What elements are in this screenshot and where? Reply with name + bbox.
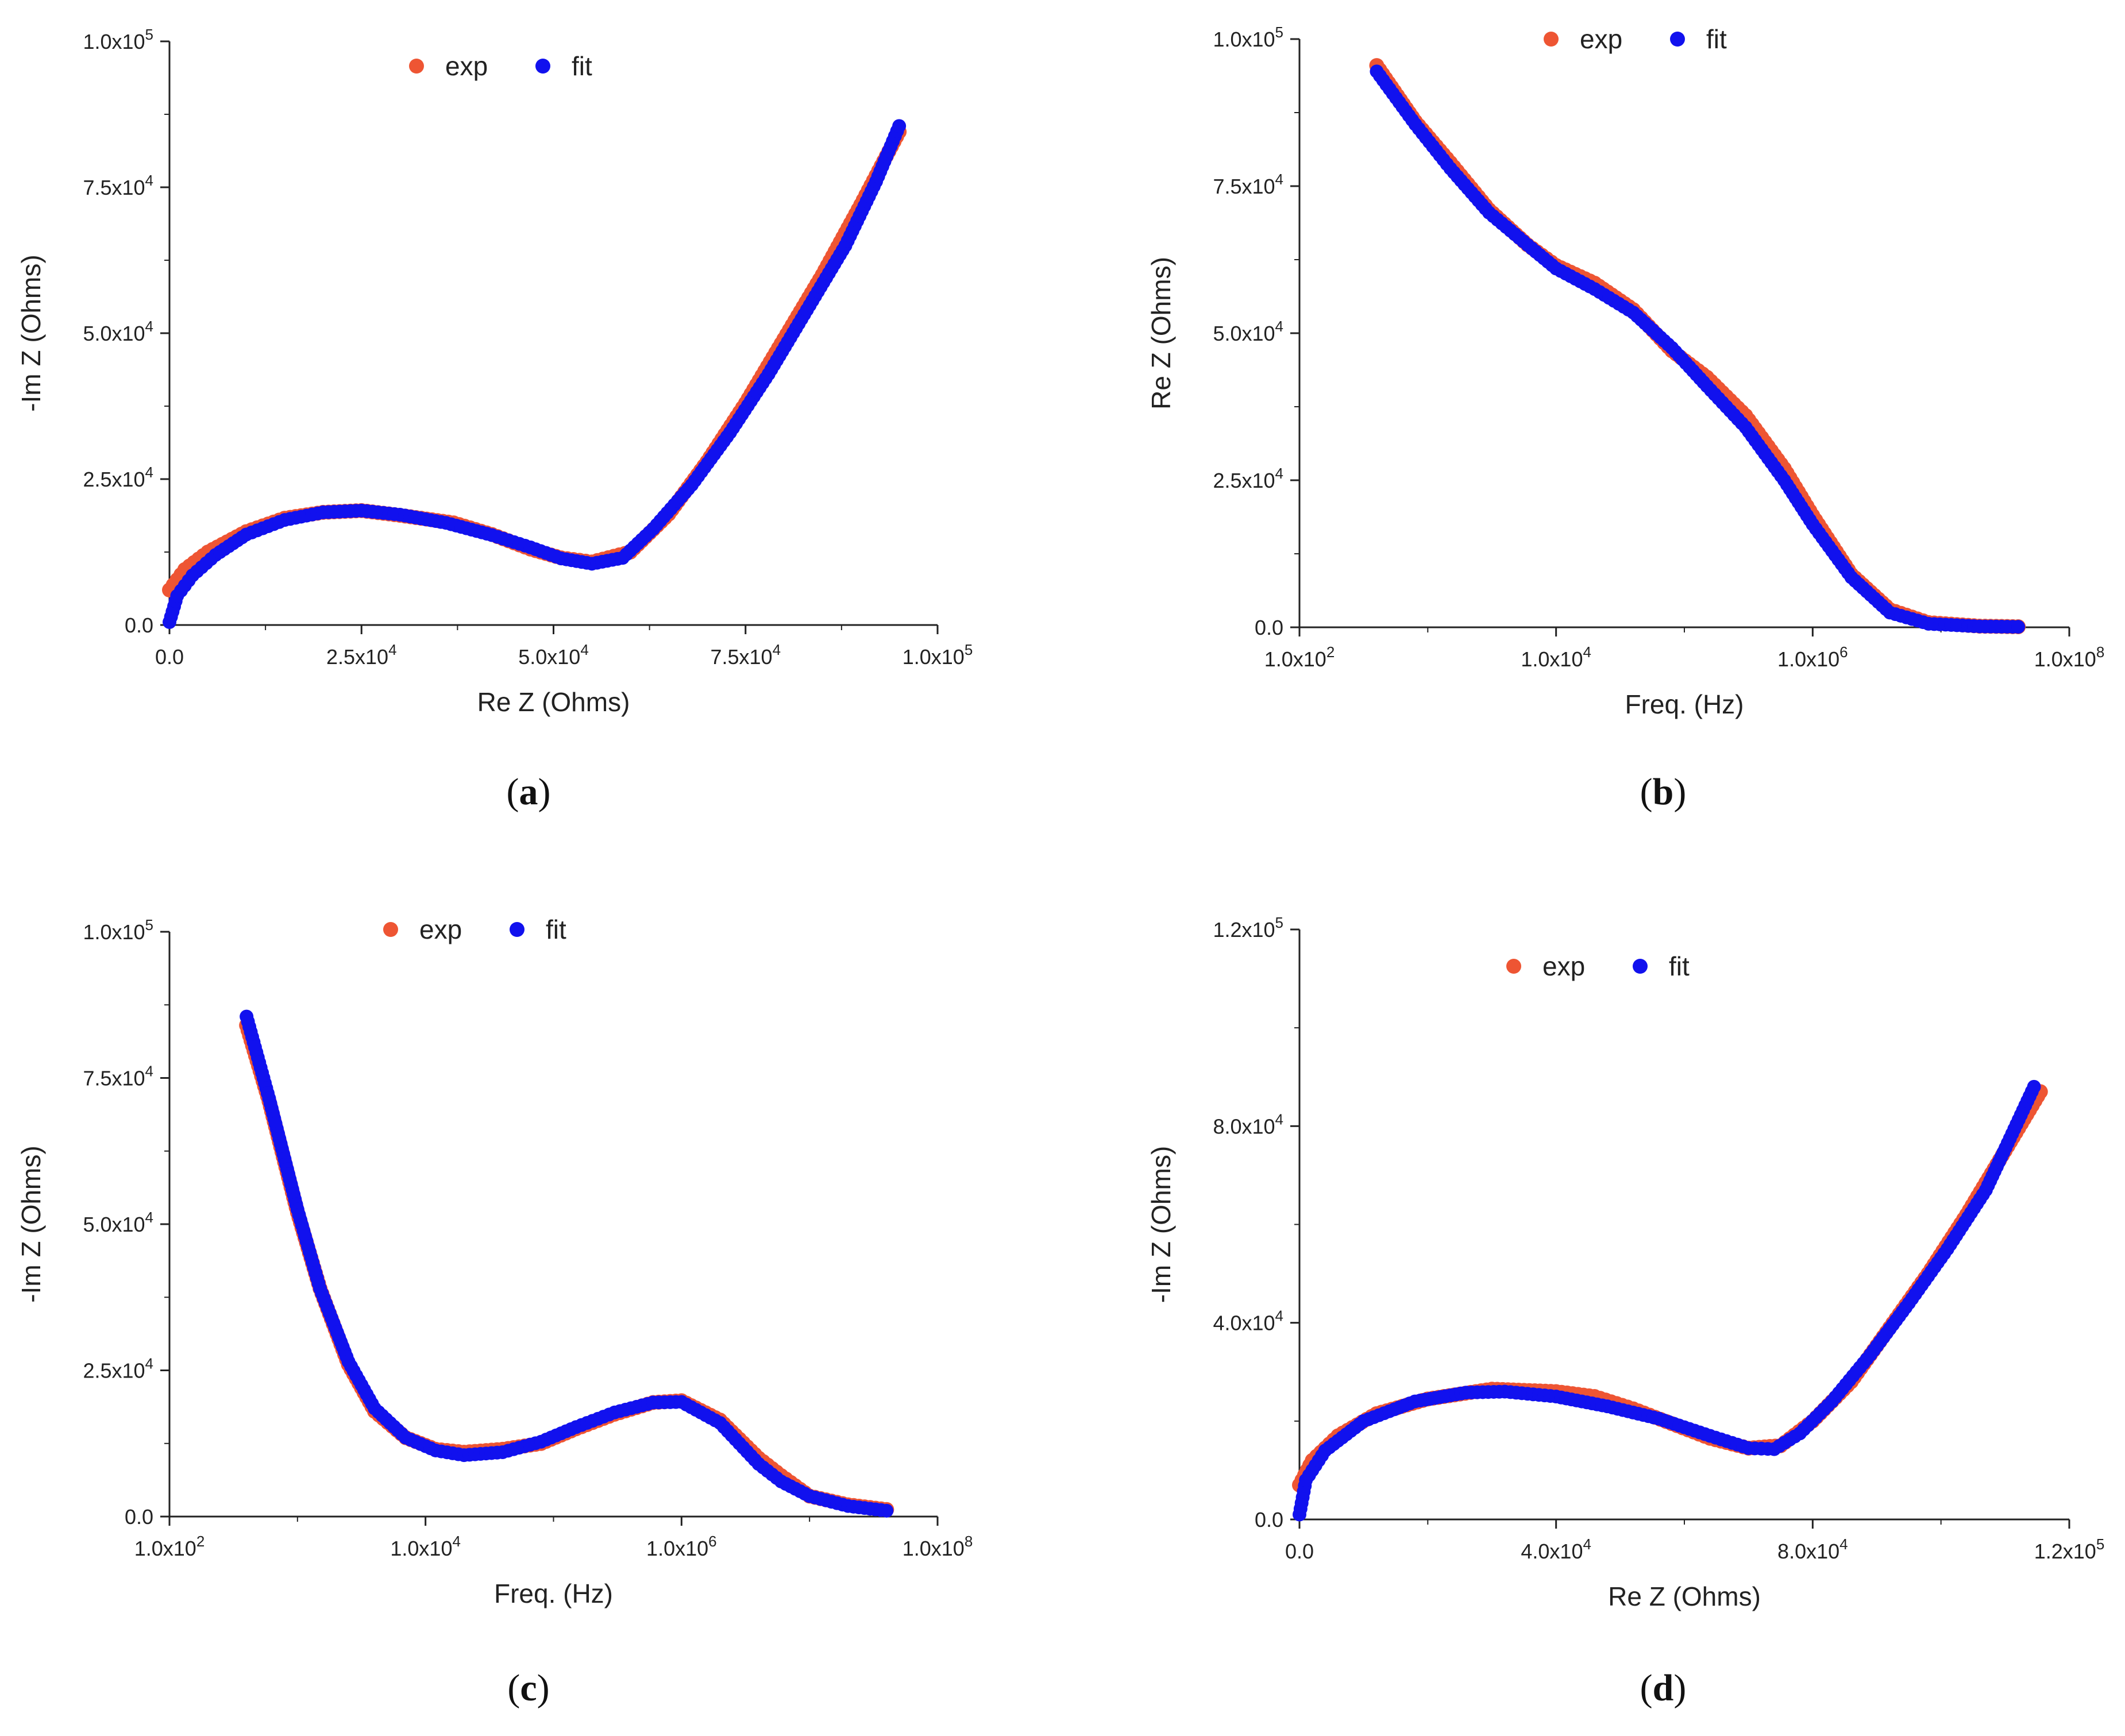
y-axis-label: -Im Z (Ohms)	[16, 254, 46, 411]
panel-label: (a)	[507, 771, 551, 813]
y-tick-label: 7.5x104	[1213, 171, 1283, 198]
y-tick-label: 8.0x104	[1213, 1110, 1283, 1138]
y-tick-label: 1.0x105	[1213, 24, 1283, 51]
legend-marker-fit	[1633, 959, 1648, 974]
legend: exp fit	[1506, 951, 1690, 981]
y-tick-label: 2.5x104	[83, 1355, 153, 1383]
x-axis-label: Re Z (Ohms)	[1608, 1581, 1761, 1611]
y-tick-label: 0.0	[1255, 1508, 1283, 1531]
x-tick-label: 5.0x104	[518, 641, 589, 669]
x-tick-label: 1.0x106	[1777, 643, 1848, 671]
x-tick-label: 1.2x105	[2034, 1536, 2105, 1563]
data-point-fit	[892, 119, 907, 133]
series-fit	[240, 1009, 894, 1518]
y-tick-label: 1.0x105	[83, 916, 153, 944]
x-tick-label: 1.0x106	[646, 1533, 717, 1560]
legend: exp fit	[1544, 24, 1727, 54]
y-tick-label: 4.0x104	[1213, 1307, 1283, 1335]
series-fit	[1370, 64, 2026, 634]
x-tick-label: 4.0x104	[1521, 1536, 1591, 1563]
legend-marker-fit	[535, 59, 550, 74]
x-tick-label: 1.0x105	[903, 641, 973, 669]
legend-label-exp: exp	[445, 51, 488, 81]
y-tick-label: 2.5x104	[1213, 465, 1283, 492]
x-axis-label: Re Z (Ohms)	[477, 687, 630, 717]
legend-label-exp: exp	[1580, 24, 1622, 54]
series-exp	[1292, 1084, 2048, 1493]
legend-label-fit: fit	[572, 51, 592, 81]
legend: exp fit	[383, 915, 566, 944]
legend-label-fit: fit	[1669, 951, 1690, 981]
x-tick-label: 1.0x104	[1521, 643, 1591, 671]
data-point-fit	[2011, 620, 2026, 634]
x-axis-label: Freq. (Hz)	[494, 1579, 613, 1608]
x-tick-label: 1.0x108	[2034, 643, 2105, 671]
x-tick-label: 2.5x104	[326, 641, 397, 669]
chart-panel-d: 0.0 4.0x104 8.0x104 1.2x105 0.0 4.0x104 8.0x10…	[1146, 914, 2104, 1709]
y-tick-label: 1.2x105	[1213, 914, 1283, 942]
x-tick-label: 1.0x102	[134, 1533, 205, 1560]
x-tick-label: 1.0x102	[1264, 643, 1335, 671]
y-tick-label: 5.0x104	[1213, 318, 1283, 345]
x-tick-label: 1.0x108	[903, 1533, 973, 1560]
series-exp	[239, 1017, 894, 1517]
legend-marker-exp	[1544, 32, 1559, 47]
x-tick-label: 8.0x104	[1777, 1536, 1848, 1563]
data-point-fit	[2027, 1079, 2041, 1094]
x-tick-label: 1.0x104	[390, 1533, 461, 1560]
data-point-fit	[880, 1503, 894, 1518]
legend-label-exp: exp	[419, 915, 462, 944]
legend-marker-exp	[1506, 959, 1521, 974]
y-tick-label: 5.0x104	[83, 318, 153, 345]
series-fit	[163, 119, 907, 629]
x-tick-label: 7.5x104	[710, 641, 781, 669]
y-axis-label: Re Z (Ohms)	[1146, 257, 1176, 410]
legend-marker-exp	[383, 922, 398, 937]
x-tick-label: 0.0	[1285, 1540, 1314, 1563]
legend-marker-exp	[409, 59, 424, 74]
chart-panel-b: 1.0x102 1.0x104 1.0x106 1.0x108 0.0 2.5x104 5.…	[1146, 24, 2104, 813]
y-tick-label: 2.5x104	[83, 464, 153, 491]
legend-label-exp: exp	[1542, 951, 1585, 981]
series-fit	[1293, 1079, 2041, 1522]
chart-panel-a: 0.0 2.5x104 5.0x104 7.5x104 1.0x105 0.0 2.5x10…	[16, 26, 973, 813]
legend-label-fit: fit	[546, 915, 566, 944]
panel-label: (c)	[507, 1667, 549, 1709]
y-tick-label: 1.0x105	[83, 26, 153, 53]
panel-label: (b)	[1640, 771, 1687, 813]
series-exp	[1369, 58, 2026, 634]
legend-marker-fit	[1670, 32, 1685, 47]
x-tick-label: 0.0	[155, 645, 184, 669]
y-tick-label: 7.5x104	[83, 1063, 153, 1090]
y-tick-label: 5.0x104	[83, 1209, 153, 1236]
legend: exp fit	[409, 51, 592, 81]
y-tick-label: 0.0	[125, 614, 153, 637]
y-tick-label: 0.0	[125, 1505, 153, 1529]
chart-panel-c: 1.0x102 1.0x104 1.0x106 1.0x108 0.0 2.5x104 5.…	[16, 915, 973, 1709]
y-tick-label: 0.0	[1255, 616, 1283, 639]
y-tick-label: 7.5x104	[83, 172, 153, 199]
y-axis-label: -Im Z (Ohms)	[16, 1145, 46, 1302]
legend-label-fit: fit	[1706, 24, 1727, 54]
panel-label: (d)	[1640, 1667, 1687, 1709]
y-axis-label: -Im Z (Ohms)	[1146, 1146, 1176, 1303]
legend-marker-fit	[510, 922, 524, 937]
x-axis-label: Freq. (Hz)	[1625, 689, 1744, 719]
